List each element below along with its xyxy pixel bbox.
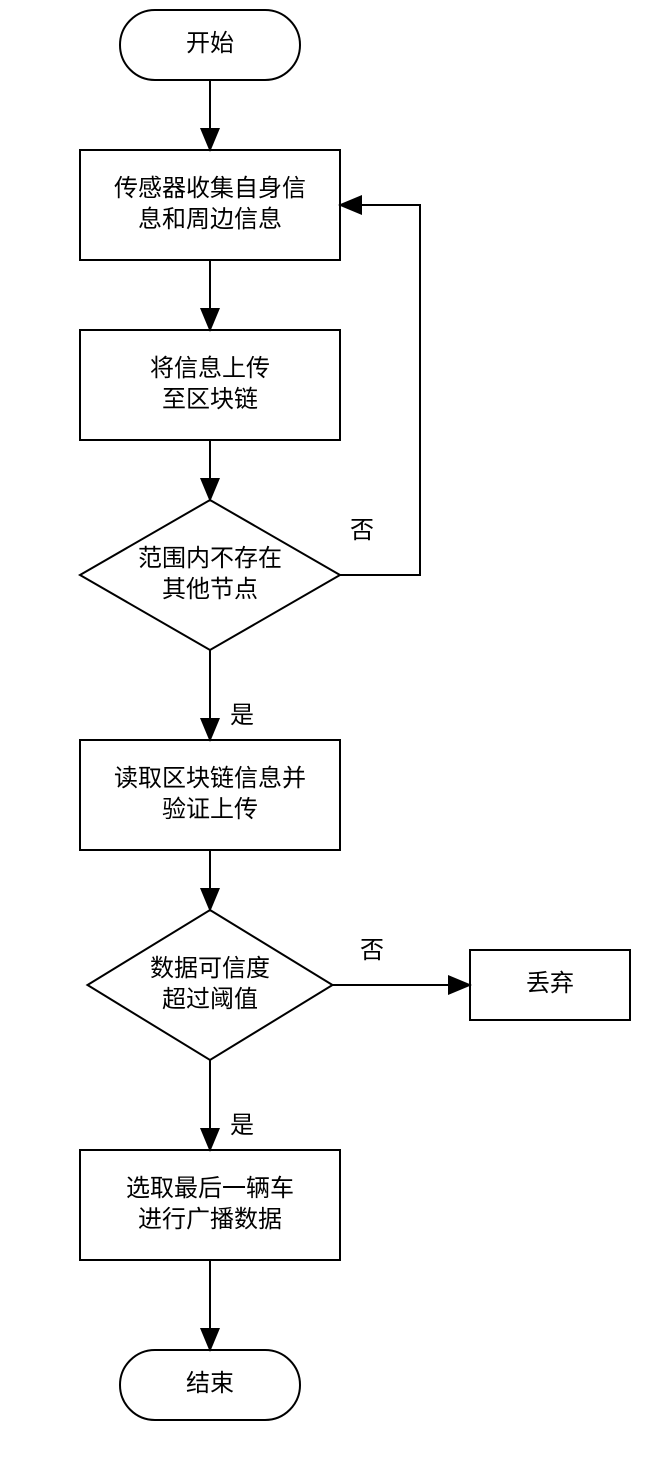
node-label-read_verify: 读取区块链信息并 验证上传 <box>80 740 340 850</box>
node-label-discard: 丢弃 <box>470 950 630 1020</box>
node-label-upload: 将信息上传 至区块链 <box>80 330 340 440</box>
edge-label-check_trust-broadcast: 是 <box>230 1105 254 1140</box>
node-label-check_nodes: 范围内不存在 其他节点 <box>80 500 340 650</box>
node-label-broadcast: 选取最后一辆车 进行广播数据 <box>80 1150 340 1260</box>
edge-label-check_nodes-collect: 否 <box>350 510 374 545</box>
node-label-start: 开始 <box>120 10 300 80</box>
node-label-check_trust: 数据可信度 超过阈值 <box>88 910 333 1060</box>
edge-label-check_trust-discard: 否 <box>360 930 384 965</box>
node-label-end: 结束 <box>120 1350 300 1420</box>
node-label-collect: 传感器收集自身信 息和周边信息 <box>80 150 340 260</box>
edge-label-check_nodes-read_verify: 是 <box>230 695 254 730</box>
